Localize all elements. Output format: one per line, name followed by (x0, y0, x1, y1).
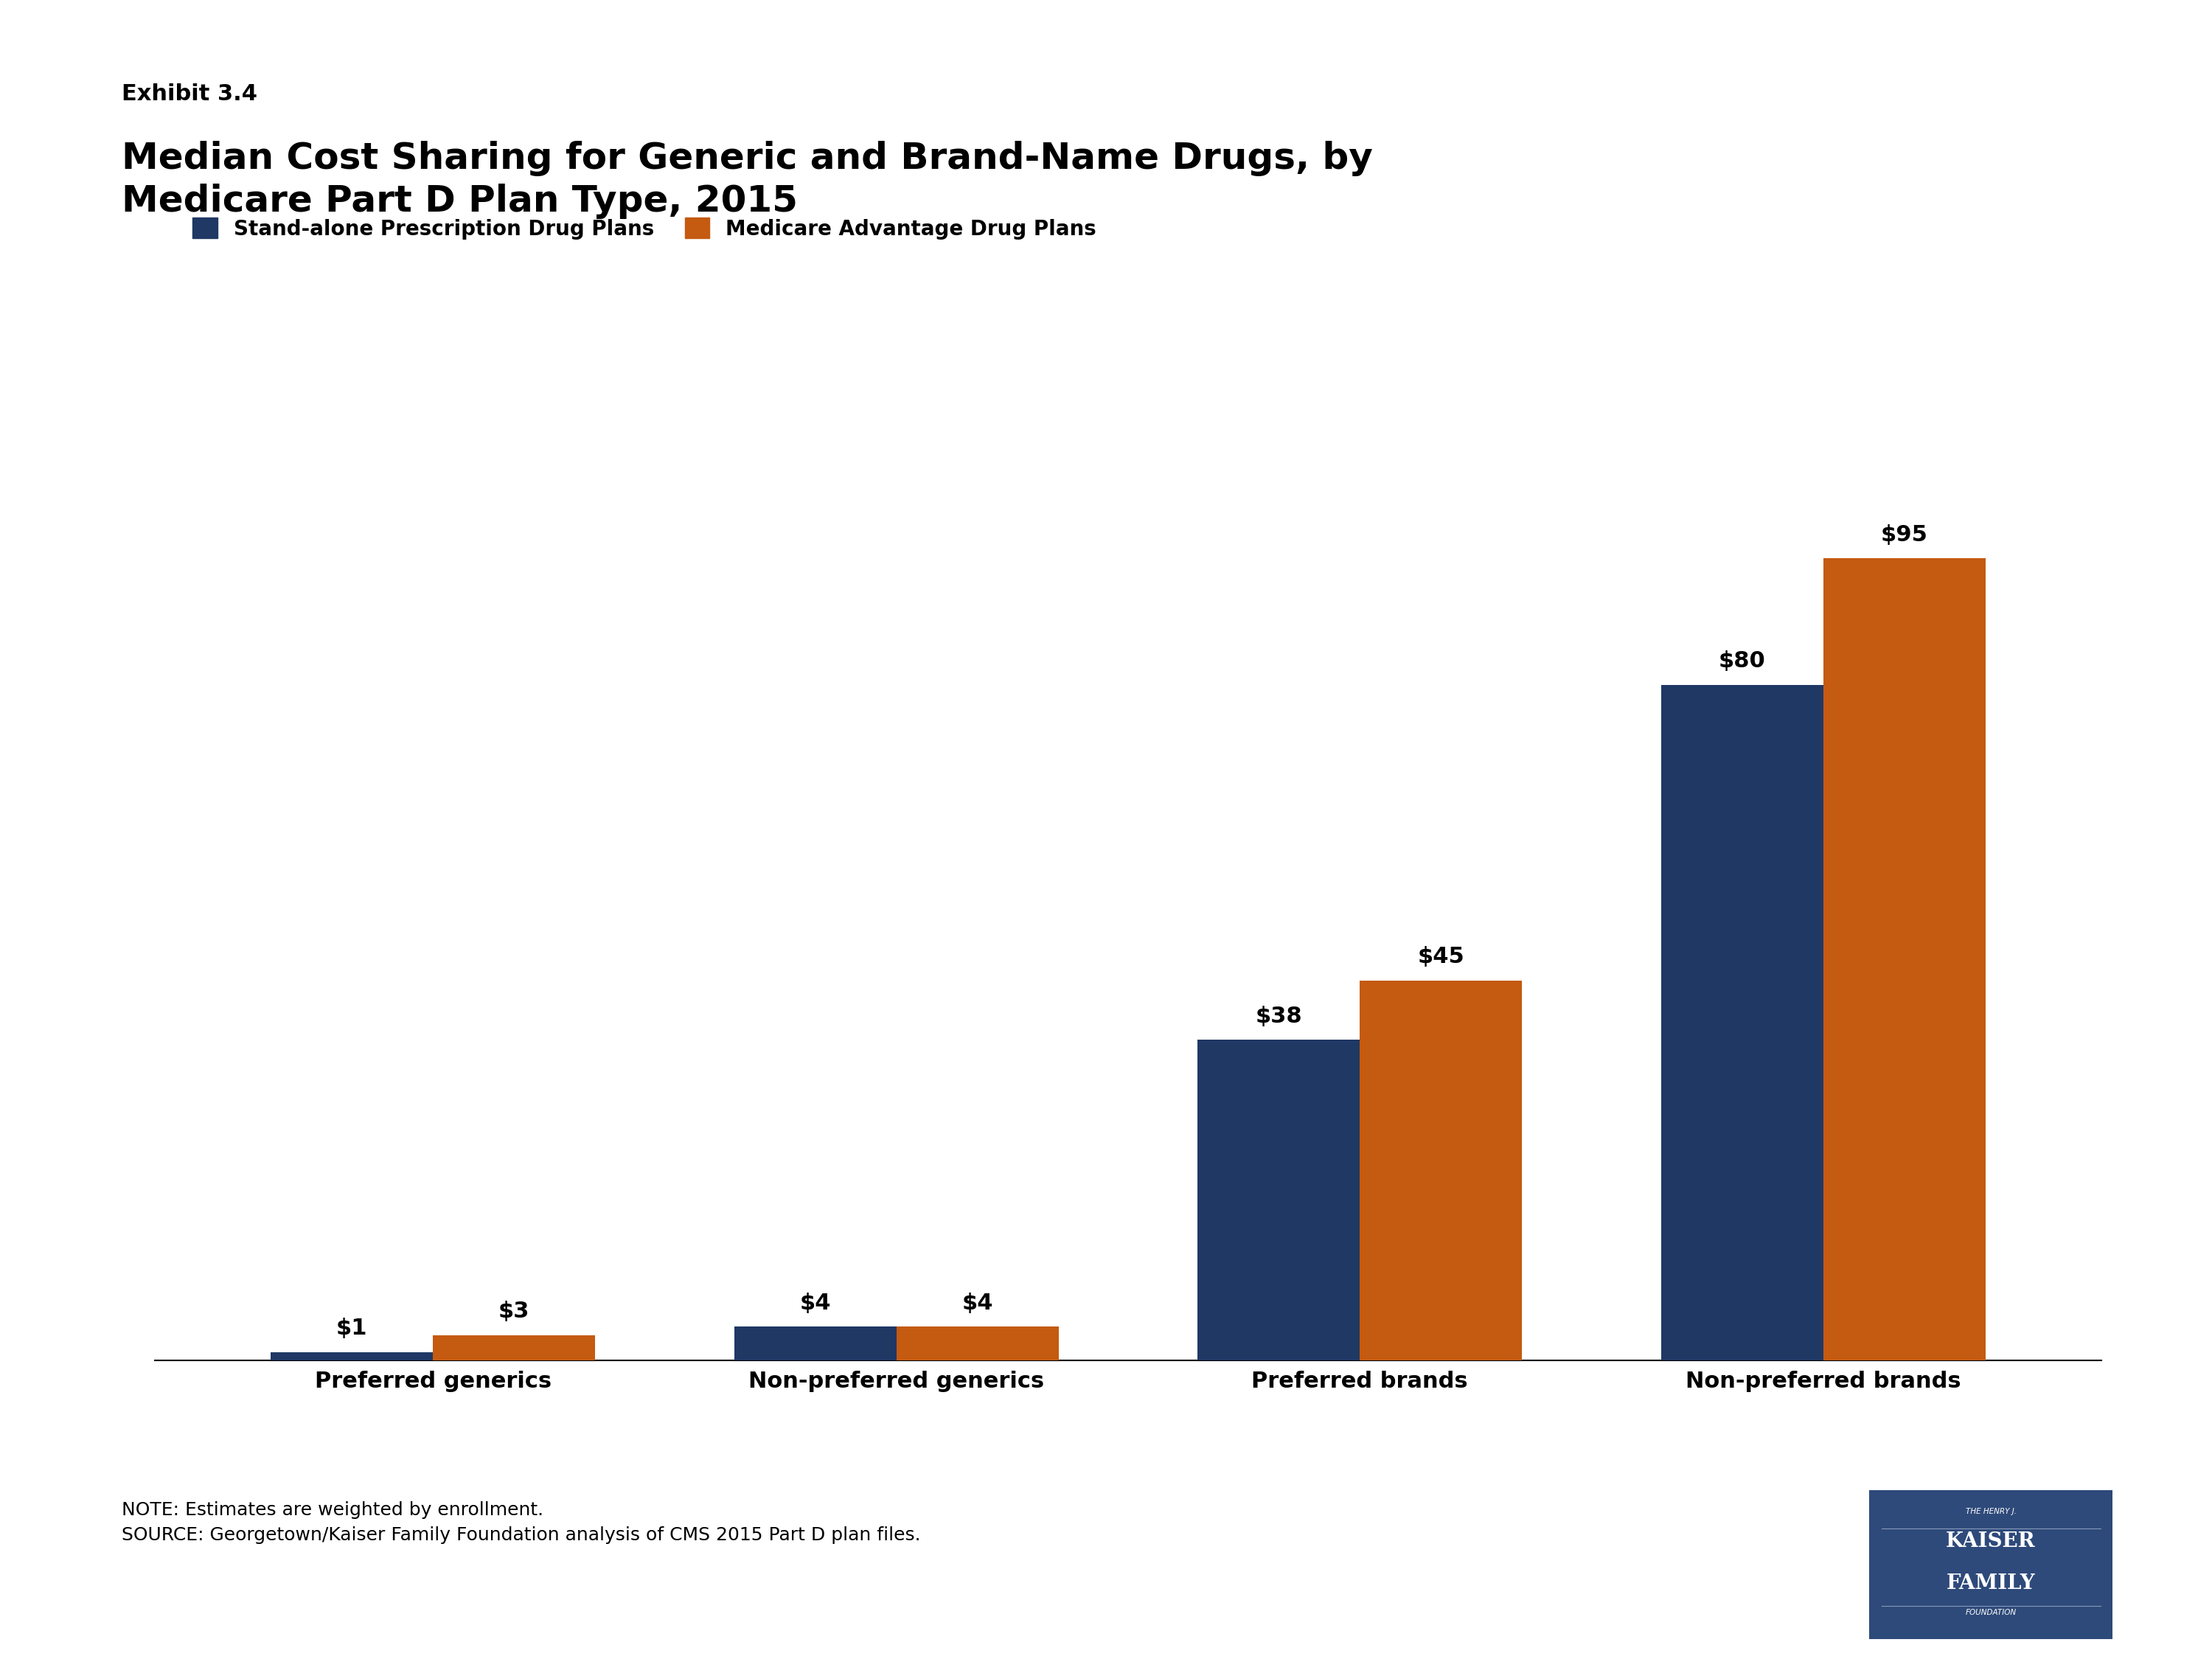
Bar (434, 1335, 595, 1360)
Bar (734, 1327, 896, 1360)
Legend: Stand-alone Prescription Drug Plans, Medicare Advantage Drug Plans: Stand-alone Prescription Drug Plans, Med… (184, 209, 1104, 247)
Text: $45: $45 (1418, 946, 1464, 967)
Text: THE HENRY J.: THE HENRY J. (1964, 1508, 2017, 1515)
Bar (1661, 685, 1823, 1360)
Text: $4: $4 (962, 1292, 993, 1314)
Text: FOUNDATION: FOUNDATION (1964, 1609, 2017, 1616)
Bar (1823, 557, 1986, 1360)
Text: KAISER: KAISER (1947, 1531, 2035, 1551)
Bar (270, 1352, 434, 1360)
Text: Exhibit 3.4: Exhibit 3.4 (122, 83, 257, 105)
Text: $95: $95 (1880, 524, 1929, 546)
Text: $1: $1 (336, 1317, 367, 1339)
Bar (1197, 1040, 1360, 1360)
Bar (896, 1327, 1060, 1360)
Bar (1360, 980, 1522, 1360)
Text: $4: $4 (799, 1292, 832, 1314)
Text: Median Cost Sharing for Generic and Brand-Name Drugs, by
Medicare Part D Plan Ty: Median Cost Sharing for Generic and Bran… (122, 141, 1374, 219)
Text: $38: $38 (1254, 1005, 1303, 1027)
Text: $3: $3 (498, 1301, 529, 1322)
Text: NOTE: Estimates are weighted by enrollment.
SOURCE: Georgetown/Kaiser Family Fou: NOTE: Estimates are weighted by enrollme… (122, 1501, 920, 1545)
Text: $80: $80 (1719, 650, 1765, 672)
Text: FAMILY: FAMILY (1947, 1573, 2035, 1593)
